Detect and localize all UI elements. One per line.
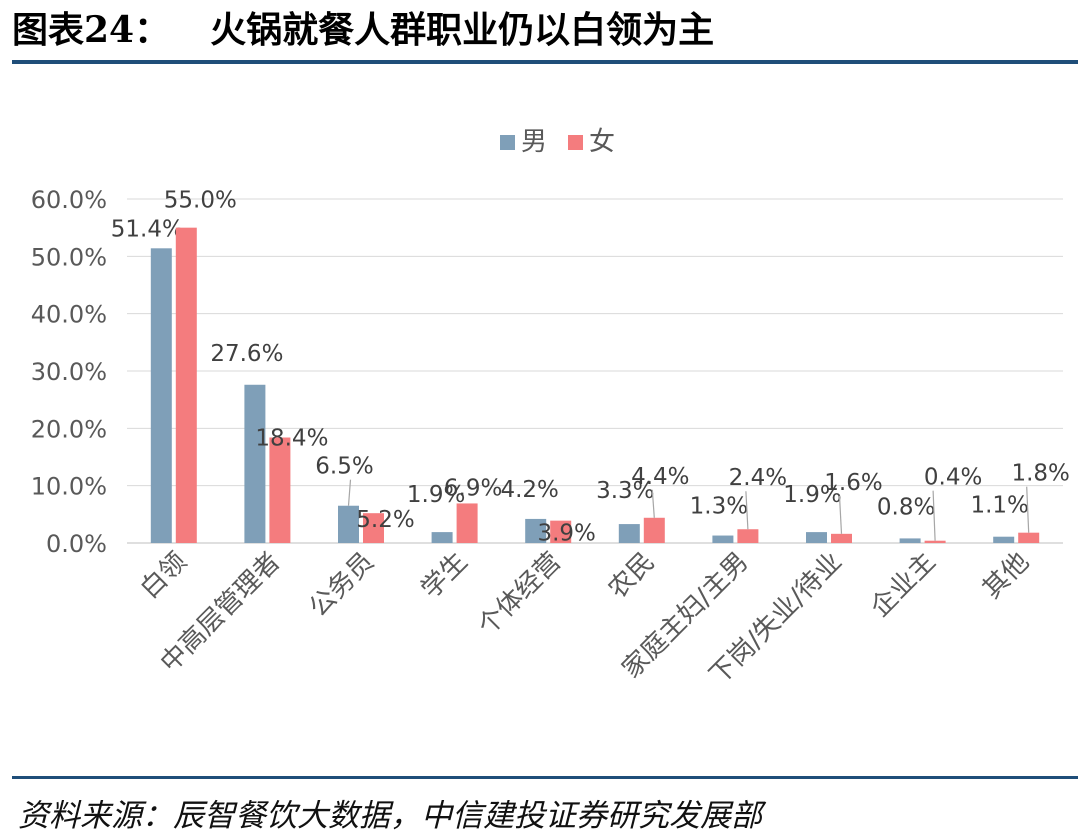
legend-label: 女 — [589, 127, 615, 157]
data-label: 3.9% — [537, 521, 595, 547]
bar-female — [737, 529, 759, 543]
data-label-leader — [651, 489, 655, 518]
bar-male — [431, 532, 453, 543]
x-tick-label: 白领 — [135, 547, 193, 605]
data-label: 0.4% — [924, 465, 982, 491]
bar-female — [456, 503, 478, 543]
data-label: 1.9% — [407, 482, 465, 508]
bottom-divider — [12, 776, 1078, 779]
x-tick-label: 学生 — [416, 547, 474, 605]
data-label-leader — [1026, 486, 1030, 533]
data-label: 27.6% — [210, 341, 283, 367]
data-label: 4.2% — [500, 477, 558, 503]
data-label: 51.4% — [111, 216, 184, 242]
legend-label: 男 — [521, 127, 547, 157]
data-label: 3.3% — [596, 478, 654, 504]
data-label: 55.0% — [164, 188, 237, 214]
y-tick-label: 0.0% — [46, 530, 107, 558]
figure-title: 图表24： 火锅就餐人群职业仍以白领为主 — [12, 4, 714, 56]
x-tick-label: 企业主 — [865, 547, 941, 623]
x-tick-label: 其他 — [977, 547, 1035, 605]
data-label-leader — [932, 490, 936, 541]
bar-male — [618, 524, 640, 543]
data-label-leader — [347, 479, 352, 506]
bar-chart: 0.0% 10.0% 20.0% 30.0% 40.0% 50.0% 60.0% 男 女 51.4… — [31, 127, 1070, 691]
y-tick-label: 50.0% — [31, 243, 107, 271]
bar-female — [175, 227, 197, 543]
x-tick-label: 公务员 — [304, 547, 380, 623]
bar-male — [993, 536, 1015, 543]
bar-male — [899, 538, 921, 543]
bar-male — [712, 535, 734, 543]
bar-female — [550, 520, 572, 543]
data-label: 1.3% — [690, 494, 748, 520]
legend-swatch-male — [500, 135, 515, 150]
data-label-leader — [838, 495, 843, 534]
data-label: 6.5% — [315, 454, 373, 480]
bar-male — [525, 518, 547, 543]
x-tick-label: 个体经营 — [472, 547, 567, 642]
data-label: 18.4% — [255, 426, 328, 452]
y-tick-label: 10.0% — [31, 473, 107, 501]
y-tick-label: 30.0% — [31, 358, 107, 386]
y-tick-label: 20.0% — [31, 415, 107, 443]
bar-female — [831, 533, 852, 543]
data-label-leader — [745, 491, 749, 530]
figure-number: 图表24： — [12, 9, 171, 51]
y-tick-label: 60.0% — [31, 186, 107, 214]
bar-male — [244, 384, 266, 543]
bar-female — [363, 513, 384, 543]
data-label: 0.8% — [877, 494, 935, 520]
bar-female — [269, 437, 291, 543]
figure-title-text: 火锅就餐人群职业仍以白领为主 — [210, 9, 715, 51]
legend-swatch-female — [568, 135, 583, 150]
x-tick-label: 农民 — [603, 547, 661, 605]
bar-male — [338, 505, 359, 543]
data-label: 4.4% — [631, 464, 689, 490]
data-label: 6.9% — [444, 475, 502, 501]
bar-male — [806, 532, 827, 543]
bar-male — [150, 248, 172, 543]
data-label: 2.4% — [729, 465, 787, 491]
bar-female — [1018, 532, 1040, 543]
y-tick-label: 40.0% — [31, 301, 107, 329]
data-label: 1.6% — [824, 470, 882, 496]
data-label: 1.9% — [783, 482, 841, 508]
data-label: 1.8% — [1011, 461, 1069, 487]
bar-female — [924, 540, 946, 543]
data-label: 1.1% — [970, 493, 1028, 519]
data-label: 5.2% — [356, 507, 414, 533]
top-divider — [12, 60, 1078, 64]
source-note: 资料来源：辰智餐饮大数据，中信建投证券研究发展部 — [18, 798, 762, 834]
bar-female — [643, 517, 665, 543]
